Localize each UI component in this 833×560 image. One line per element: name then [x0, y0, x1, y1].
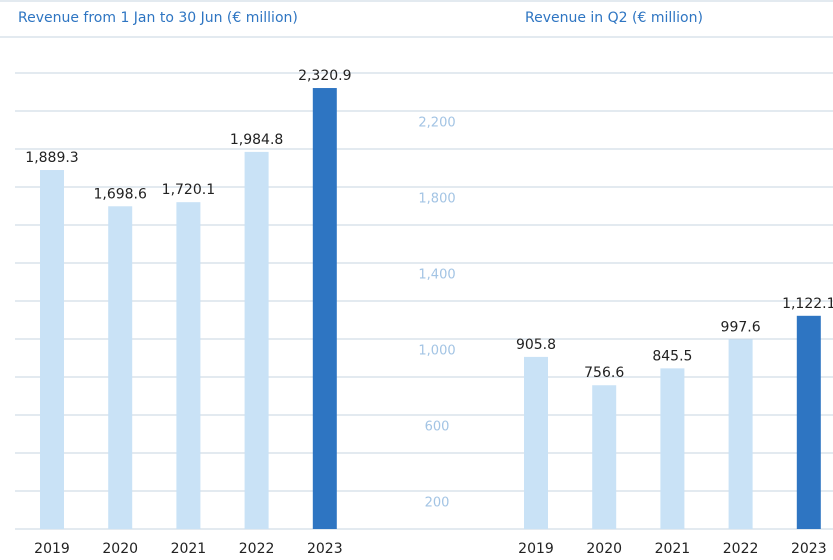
value-label: 905.8 — [516, 337, 556, 353]
x-tick-label: 2021 — [171, 541, 207, 557]
y-tick-label: 200 — [425, 496, 450, 511]
chart-title: Revenue from 1 Jan to 30 Jun (€ million) — [18, 10, 298, 26]
x-tick-label: 2019 — [518, 541, 554, 557]
bar — [244, 151, 269, 529]
y-tick-label: 600 — [425, 420, 450, 435]
chart-title: Revenue in Q2 (€ million) — [525, 10, 703, 26]
value-label: 997.6 — [721, 319, 761, 335]
y-tick-label: 1,000 — [418, 344, 455, 359]
value-label: 1,984.8 — [230, 132, 283, 148]
bar — [524, 356, 548, 529]
value-label: 1,122.1 — [782, 296, 833, 312]
value-label: 1,720.1 — [162, 182, 215, 198]
x-tick-label: 2023 — [791, 541, 827, 557]
bar — [108, 206, 133, 530]
bar — [176, 202, 201, 529]
x-tick-label: 2021 — [655, 541, 691, 557]
x-tick-label: 2022 — [723, 541, 759, 557]
bar — [728, 339, 753, 529]
value-label: 1,889.3 — [25, 150, 78, 166]
x-tick-label: 2019 — [34, 541, 70, 557]
x-tick-label: 2020 — [586, 541, 622, 557]
y-tick-label: 2,200 — [418, 116, 455, 131]
bar — [40, 170, 64, 529]
x-tick-label: 2022 — [239, 541, 275, 557]
bar — [796, 315, 821, 529]
y-tick-label: 1,400 — [418, 268, 455, 283]
value-label: 845.5 — [652, 348, 692, 364]
bar — [592, 385, 617, 529]
value-label: 2,320.9 — [298, 68, 351, 84]
value-label: 756.6 — [584, 365, 624, 381]
x-tick-label: 2020 — [102, 541, 138, 557]
bar — [660, 368, 685, 529]
y-tick-label: 1,800 — [418, 192, 455, 207]
x-tick-label: 2023 — [307, 541, 343, 557]
value-label: 1,698.6 — [93, 186, 147, 202]
bar — [312, 88, 337, 530]
